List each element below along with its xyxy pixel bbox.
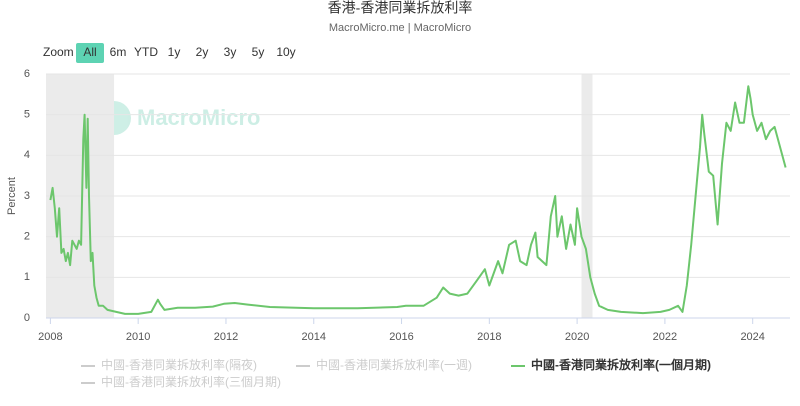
watermark: MacroMicro — [97, 101, 260, 135]
x-tick-label: 2022 — [653, 331, 677, 343]
range-selector-label: Zoom — [43, 45, 74, 59]
x-tick-label: 2010 — [126, 331, 150, 343]
range-button[interactable]: 1y — [168, 45, 181, 59]
x-tick-label: 2020 — [565, 331, 589, 343]
x-tick-label: 2012 — [214, 331, 238, 343]
y-tick-label: 3 — [24, 190, 30, 202]
y-tick-label: 0 — [24, 312, 30, 324]
line-series — [49, 85, 787, 315]
legend-item[interactable]: 中國-香港同業拆放利率(一週) — [296, 357, 472, 372]
legend-label: 中國-香港同業拆放利率(一週) — [316, 357, 472, 372]
range-button-label: All — [83, 45, 96, 59]
legend-item[interactable]: 中國-香港同業拆放利率(一個月期) — [511, 357, 711, 372]
range-button-label: 10y — [276, 45, 295, 59]
range-button[interactable]: 5y — [252, 45, 265, 59]
range-button[interactable]: YTD — [134, 45, 158, 59]
x-tick-label: 2024 — [740, 331, 764, 343]
range-button-label: YTD — [134, 45, 158, 59]
range-button-label: 5y — [252, 45, 265, 59]
x-tick-label: 2014 — [302, 331, 326, 343]
watermark-text: MacroMicro — [137, 105, 260, 130]
chart-title: 香港-香港同業拆放利率 — [328, 0, 473, 16]
legend-label: 中國-香港同業拆放利率(一個月期) — [531, 357, 711, 372]
legend-label: 中國-香港同業拆放利率(隔夜) — [101, 357, 257, 372]
y-tick-label: 5 — [24, 109, 30, 121]
y-tick-label: 2 — [24, 231, 30, 243]
y-axis-label: Percent — [6, 177, 18, 215]
x-tick-label: 2018 — [477, 331, 501, 343]
legend-item[interactable]: 中國-香港同業拆放利率(三個月期) — [81, 374, 281, 389]
range-button-label: 2y — [196, 45, 209, 59]
range-button[interactable]: 2y — [196, 45, 209, 59]
range-button-label: 1y — [168, 45, 181, 59]
chart-subtitle: MacroMicro.me | MacroMicro — [329, 22, 471, 34]
y-tick-label: 6 — [24, 68, 30, 80]
y-tick-label: 4 — [24, 149, 30, 161]
range-button-bg — [76, 43, 104, 63]
range-button[interactable]: All — [76, 43, 104, 63]
legend-item[interactable]: 中國-香港同業拆放利率(隔夜) — [81, 357, 257, 372]
x-tick-label: 2008 — [38, 331, 62, 343]
range-button-label: 6m — [110, 45, 127, 59]
range-button[interactable]: 6m — [110, 45, 127, 59]
legend-label: 中國-香港同業拆放利率(三個月期) — [101, 374, 281, 389]
x-tick-label: 2016 — [389, 331, 413, 343]
range-button[interactable]: 10y — [276, 45, 295, 59]
y-tick-label: 1 — [24, 271, 30, 283]
range-button-label: 3y — [224, 45, 237, 59]
range-button[interactable]: 3y — [224, 45, 237, 59]
